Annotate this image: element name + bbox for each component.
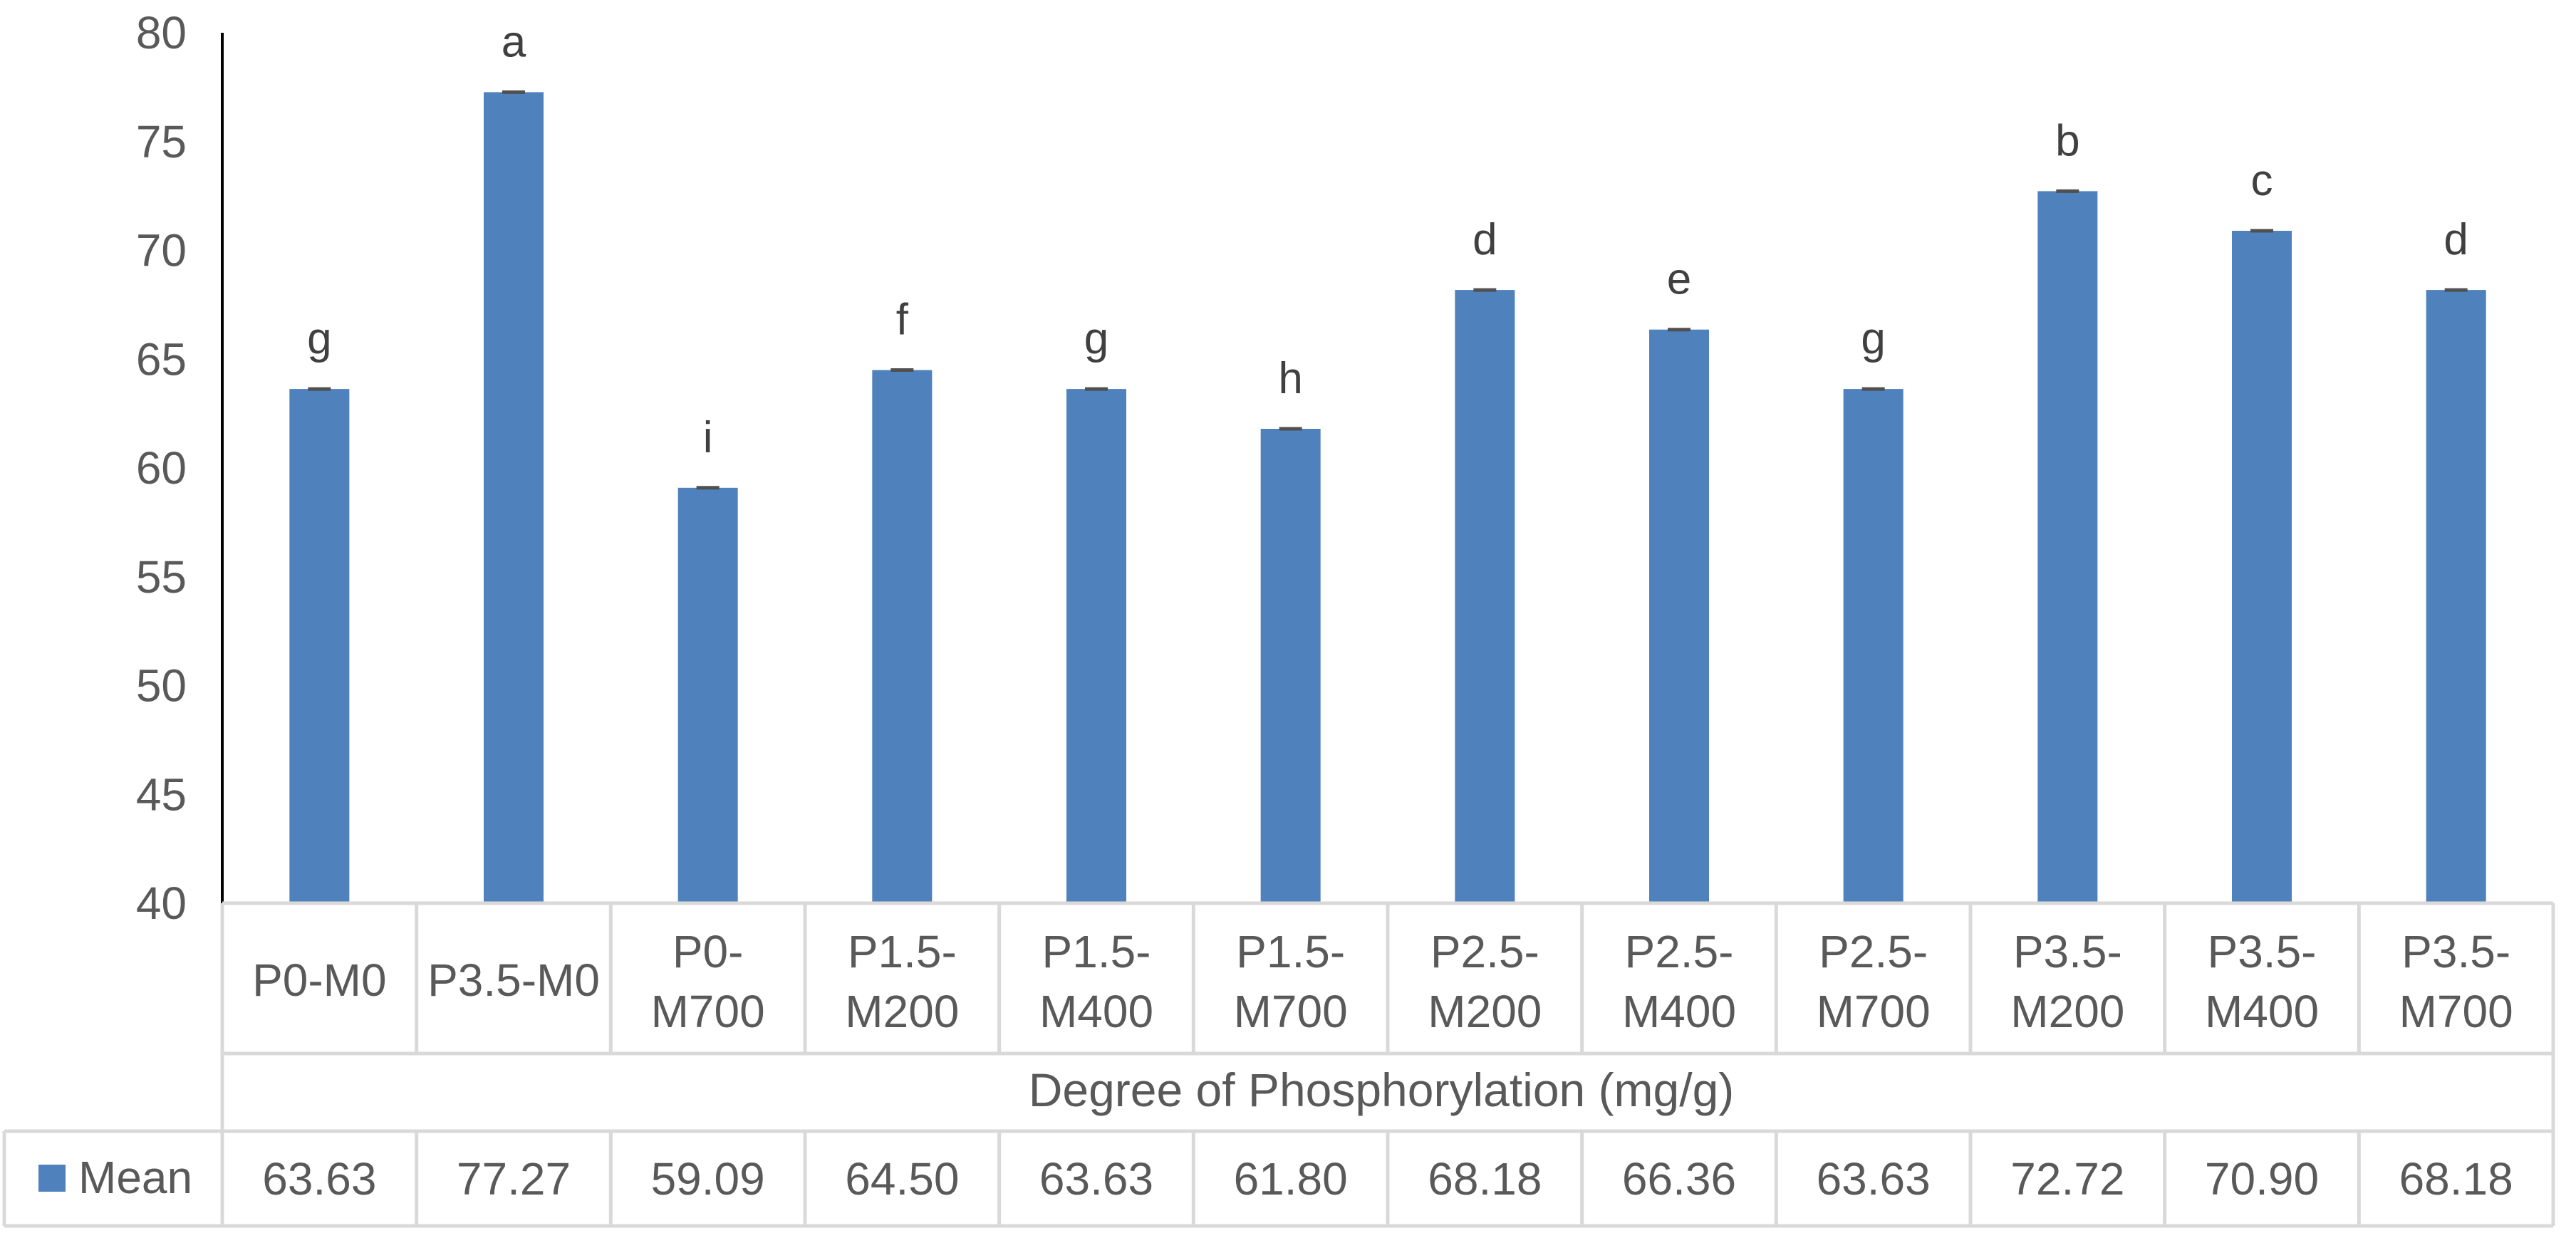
table-value-cell: 68.18: [1428, 1153, 1542, 1205]
significance-letter: a: [502, 17, 526, 66]
legend-label: Mean: [78, 1152, 192, 1203]
significance-letter: b: [2055, 116, 2079, 165]
x-category-label: M200: [2010, 986, 2124, 1037]
table-value-cell: 66.36: [1622, 1153, 1736, 1205]
significance-letter: d: [2443, 215, 2468, 264]
bar: [1260, 429, 1321, 903]
x-category-label: P2.5-: [1430, 926, 1539, 977]
x-category-label: P1.5-: [1236, 926, 1345, 977]
y-tick-label: 75: [136, 116, 187, 167]
bar: [872, 370, 933, 903]
y-tick-label: 50: [136, 660, 187, 712]
x-category-label: M700: [651, 986, 765, 1037]
x-category-label: M700: [1817, 986, 1931, 1037]
table-value-cell: 59.09: [651, 1153, 765, 1205]
x-category-label: M400: [1039, 986, 1153, 1037]
x-category-label: P3.5-: [2401, 926, 2510, 977]
table-value-cell: 77.27: [457, 1153, 571, 1205]
x-category-label: P1.5-: [1042, 926, 1151, 977]
x-axis-title: Degree of Phosphorylation (mg/g): [1029, 1063, 1735, 1116]
significance-letter: g: [307, 314, 331, 363]
bar: [2232, 231, 2292, 903]
table-value-cell: 61.80: [1234, 1153, 1348, 1205]
significance-letter: i: [703, 413, 713, 462]
significance-letter: h: [1278, 354, 1302, 403]
bar: [677, 487, 738, 903]
bar: [289, 389, 350, 903]
legend-swatch: [38, 1165, 66, 1192]
table-value-cell: 72.72: [2010, 1153, 2124, 1205]
x-category-label: M200: [1428, 986, 1542, 1037]
x-category-label: M700: [2399, 986, 2513, 1037]
bar: [2426, 290, 2486, 903]
significance-letter: d: [1473, 215, 1497, 264]
table-value-cell: 63.63: [1039, 1153, 1153, 1205]
y-tick-label: 65: [136, 333, 187, 385]
x-category-label: P0-: [672, 926, 744, 977]
significance-letter: g: [1861, 314, 1885, 363]
significance-letter: c: [2251, 156, 2273, 205]
y-tick-label: 80: [136, 7, 187, 58]
x-category-label: M400: [2205, 986, 2319, 1037]
table-value-cell: 63.63: [262, 1153, 376, 1205]
bar: [1649, 329, 1709, 903]
bars: [289, 90, 2486, 904]
y-tick-label: 60: [136, 442, 187, 494]
y-tick-label: 55: [136, 551, 187, 603]
table-value-cell: 70.90: [2205, 1153, 2319, 1205]
significance-letter: e: [1667, 255, 1691, 304]
bar: [1455, 290, 1515, 903]
x-category-label: P3.5-M0: [427, 954, 600, 1006]
x-category-label: P3.5-: [2013, 926, 2122, 977]
bar: [1843, 389, 1904, 903]
y-tick-label: 45: [136, 769, 187, 820]
x-category-label: M400: [1622, 986, 1736, 1037]
y-axis: 40 45 50 55 60 65 70 75 80: [136, 7, 224, 929]
table-value-cell: 68.18: [2399, 1153, 2513, 1205]
table-value-cell: 63.63: [1817, 1153, 1931, 1205]
x-category-label: P1.5-: [848, 926, 957, 977]
table-value-cell: 64.50: [845, 1153, 959, 1205]
x-category-label: M200: [845, 986, 959, 1037]
bar: [1066, 389, 1126, 903]
bar: [484, 92, 544, 904]
x-category-label: P0-M0: [252, 954, 387, 1006]
x-category-label: P3.5-: [2208, 926, 2317, 977]
significance-letter: g: [1084, 314, 1108, 363]
data-table: P0-M0 P3.5-M0 P0- M700 P1.5- M200 P1.5- M400 P1.…: [2, 901, 2555, 1228]
x-category-label: P2.5-: [1625, 926, 1734, 977]
x-category-label: M700: [1234, 986, 1348, 1037]
bar: [2037, 191, 2098, 903]
significance-letter: f: [896, 296, 909, 345]
x-category-label: P2.5-: [1819, 926, 1928, 977]
y-tick-label: 40: [136, 878, 187, 929]
y-tick-label: 70: [136, 225, 187, 276]
significance-letters: g a i f g h d e g b c d: [307, 17, 2468, 462]
